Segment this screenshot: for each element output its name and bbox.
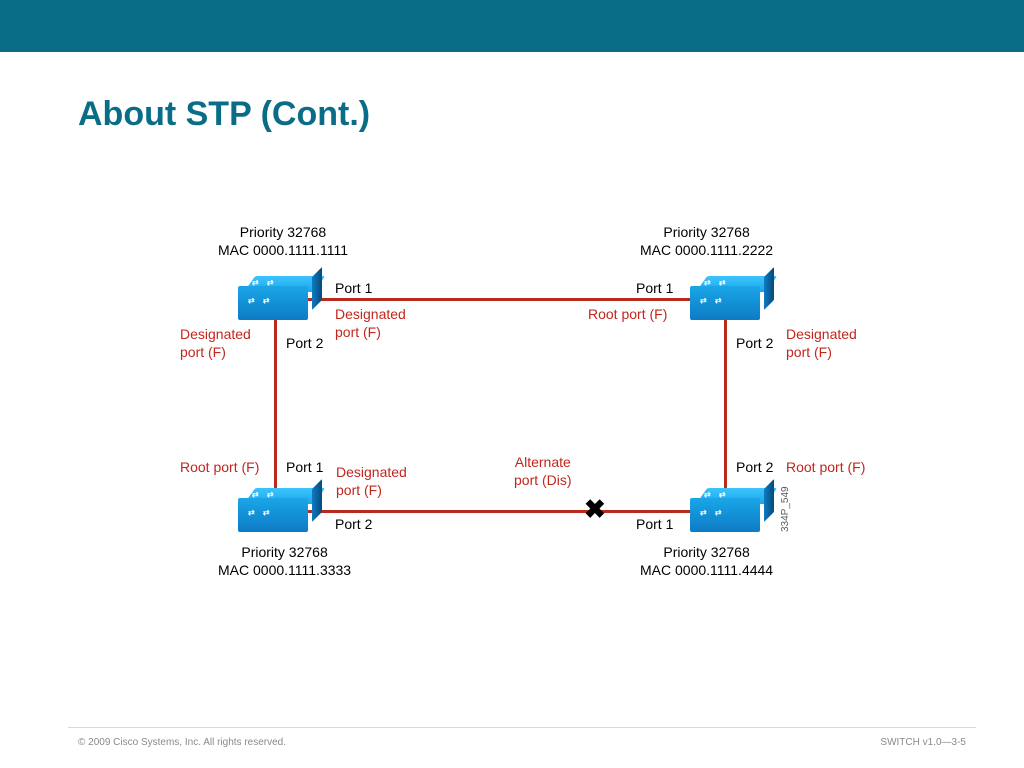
tl-port1-role: Designatedport (F): [335, 306, 406, 341]
footer-divider: [68, 727, 976, 728]
footer-copyright: © 2009 Cisco Systems, Inc. All rights re…: [78, 737, 286, 748]
stp-topology-diagram: ✖ ⇄ ⇄⇄ ⇄ ⇄ ⇄⇄ ⇄ ⇄ ⇄⇄ ⇄ ⇄ ⇄⇄ ⇄ Priority 3…: [190, 210, 860, 610]
diagram-id: 334P_549: [780, 486, 791, 532]
footer-slide-ref: SWITCH v1.0—3-5: [880, 737, 966, 748]
switch-tl-info: Priority 32768 MAC 0000.1111.1111: [218, 224, 348, 259]
bl-port1: Port 1: [286, 459, 323, 477]
link-top: [305, 298, 699, 301]
switch-br-info: Priority 32768 MAC 0000.1111.4444: [640, 544, 773, 579]
switch-tr-info: Priority 32768 MAC 0000.1111.2222: [640, 224, 773, 259]
link-left: [274, 310, 277, 495]
switch-top-left: ⇄ ⇄⇄ ⇄: [238, 276, 308, 320]
tr-port2-role: Designatedport (F): [786, 326, 857, 361]
tr-port1-role: Root port (F): [588, 306, 667, 324]
switch-bottom-right: ⇄ ⇄⇄ ⇄: [690, 488, 760, 532]
tr-port2: Port 2: [736, 335, 773, 353]
bl-port2: Port 2: [335, 516, 372, 534]
br-port1: Port 1: [636, 516, 673, 534]
switch-bl-info: Priority 32768 MAC 0000.1111.3333: [218, 544, 351, 579]
header-bar: [0, 0, 1024, 52]
tl-port2: Port 2: [286, 335, 323, 353]
bl-port2-role: Designatedport (F): [336, 464, 407, 499]
br-port2-role: Alternateport (Dis): [514, 454, 572, 489]
br-port2: Port 2: [736, 459, 773, 477]
bl-port1-role: Root port (F): [180, 459, 259, 477]
blocked-link-x: ✖: [584, 494, 606, 525]
link-right: [724, 310, 727, 495]
switch-top-right: ⇄ ⇄⇄ ⇄: [690, 276, 760, 320]
page-title: About STP (Cont.): [78, 95, 370, 134]
link-bottom: [305, 510, 699, 513]
br-port1-role: Root port (F): [786, 459, 865, 477]
tr-port1: Port 1: [636, 280, 673, 298]
switch-bottom-left: ⇄ ⇄⇄ ⇄: [238, 488, 308, 532]
tl-port1: Port 1: [335, 280, 372, 298]
tl-port2-role: Designatedport (F): [180, 326, 251, 361]
